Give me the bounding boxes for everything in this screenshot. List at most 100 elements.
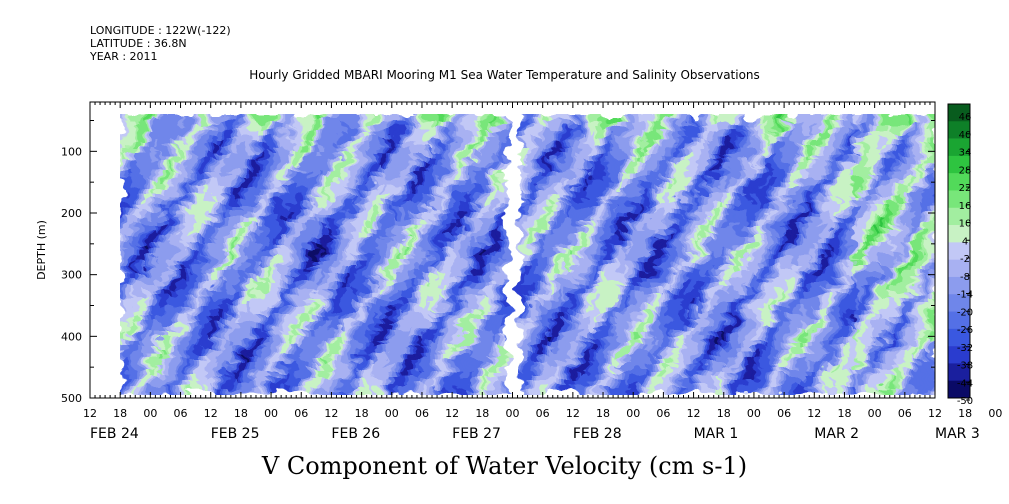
heat-cell bbox=[222, 154, 226, 163]
heat-cell bbox=[465, 122, 469, 131]
heat-cell bbox=[204, 322, 208, 331]
heat-cell bbox=[438, 114, 442, 123]
heat-cell bbox=[546, 290, 550, 299]
heat-cell bbox=[312, 266, 316, 275]
heat-cell bbox=[324, 170, 328, 179]
heat-cell bbox=[540, 266, 544, 275]
heat-cell bbox=[123, 154, 127, 163]
heat-cell bbox=[342, 242, 346, 251]
heat-cell bbox=[426, 322, 430, 331]
heat-cell bbox=[321, 130, 325, 139]
heat-cell bbox=[141, 194, 145, 203]
heat-cell bbox=[429, 250, 433, 259]
heat-cell bbox=[156, 194, 160, 203]
heat-cell bbox=[174, 226, 178, 235]
heat-cell bbox=[471, 122, 475, 131]
heat-cell bbox=[210, 266, 214, 275]
heat-cell bbox=[459, 242, 463, 251]
heat-cell bbox=[231, 322, 235, 331]
heat-cell bbox=[438, 282, 442, 291]
heat-cell bbox=[123, 146, 127, 155]
heat-cell bbox=[339, 138, 343, 147]
heat-cell bbox=[429, 298, 433, 307]
heat-cell bbox=[153, 274, 157, 283]
heat-cell bbox=[195, 314, 199, 323]
heat-cell bbox=[255, 218, 259, 227]
heat-cell bbox=[417, 162, 421, 171]
heat-cell bbox=[324, 314, 328, 323]
heat-cell bbox=[222, 210, 226, 219]
heat-cell bbox=[486, 146, 490, 155]
heat-cell bbox=[261, 274, 265, 283]
heat-cell bbox=[366, 234, 370, 243]
heat-cell bbox=[294, 146, 298, 155]
heat-cell bbox=[549, 354, 553, 363]
heat-cell bbox=[159, 378, 163, 387]
heat-cell bbox=[126, 370, 130, 379]
heat-cell bbox=[171, 226, 175, 235]
heat-cell bbox=[285, 242, 289, 251]
heat-cell bbox=[300, 250, 304, 259]
heat-cell bbox=[468, 130, 472, 139]
heat-cell bbox=[312, 330, 316, 339]
heat-cell bbox=[363, 114, 367, 123]
heat-cell bbox=[381, 338, 385, 347]
heat-cell bbox=[120, 202, 124, 211]
heat-cell bbox=[414, 162, 418, 171]
heat-cell bbox=[288, 298, 292, 307]
heat-cell bbox=[312, 186, 316, 195]
heat-cell bbox=[288, 226, 292, 235]
heat-cell bbox=[165, 146, 169, 155]
heat-cell bbox=[327, 226, 331, 235]
heat-cell bbox=[135, 338, 139, 347]
heat-cell bbox=[252, 314, 256, 323]
heat-cell bbox=[336, 226, 340, 235]
heat-cell bbox=[438, 250, 442, 259]
heat-cell bbox=[363, 346, 367, 355]
heat-cell bbox=[216, 386, 220, 395]
heat-cell bbox=[537, 210, 541, 219]
heat-cell bbox=[549, 282, 553, 291]
heat-cell bbox=[468, 330, 472, 339]
heat-cell bbox=[423, 258, 427, 267]
heat-cell bbox=[471, 298, 475, 307]
heat-cell bbox=[345, 386, 349, 395]
heat-cell bbox=[462, 114, 466, 123]
heat-cell bbox=[399, 314, 403, 323]
heat-cell bbox=[504, 322, 508, 331]
heat-cell bbox=[225, 282, 229, 291]
heat-cell bbox=[147, 298, 151, 307]
heat-cell bbox=[486, 258, 490, 267]
heat-cell bbox=[324, 202, 328, 211]
heat-cell bbox=[216, 186, 220, 195]
heat-cell bbox=[408, 346, 412, 355]
heat-cell bbox=[222, 298, 226, 307]
heat-cell bbox=[201, 194, 205, 203]
heat-cell bbox=[441, 306, 445, 315]
heat-cell bbox=[327, 258, 331, 267]
heat-cell bbox=[192, 258, 196, 267]
heat-cell bbox=[201, 210, 205, 219]
heat-cell bbox=[387, 258, 391, 267]
heat-cell bbox=[288, 258, 292, 267]
heat-cell bbox=[504, 226, 508, 235]
heat-cell bbox=[168, 162, 172, 171]
heat-cell bbox=[420, 274, 424, 283]
heat-cell bbox=[273, 338, 277, 347]
heat-cell bbox=[402, 250, 406, 259]
heat-cell bbox=[525, 242, 529, 251]
heat-cell bbox=[492, 154, 496, 163]
heat-cell bbox=[282, 122, 286, 131]
heat-cell bbox=[342, 138, 346, 147]
heat-cell bbox=[150, 202, 154, 211]
heat-cell bbox=[489, 234, 493, 243]
heat-cell bbox=[417, 290, 421, 299]
heat-cell bbox=[174, 210, 178, 219]
heat-cell bbox=[483, 210, 487, 219]
heat-cell bbox=[225, 210, 229, 219]
heat-cell bbox=[453, 314, 457, 323]
heat-cell bbox=[315, 170, 319, 179]
heat-cell bbox=[426, 378, 430, 387]
heat-cell bbox=[303, 138, 307, 147]
heat-cell bbox=[276, 178, 280, 187]
